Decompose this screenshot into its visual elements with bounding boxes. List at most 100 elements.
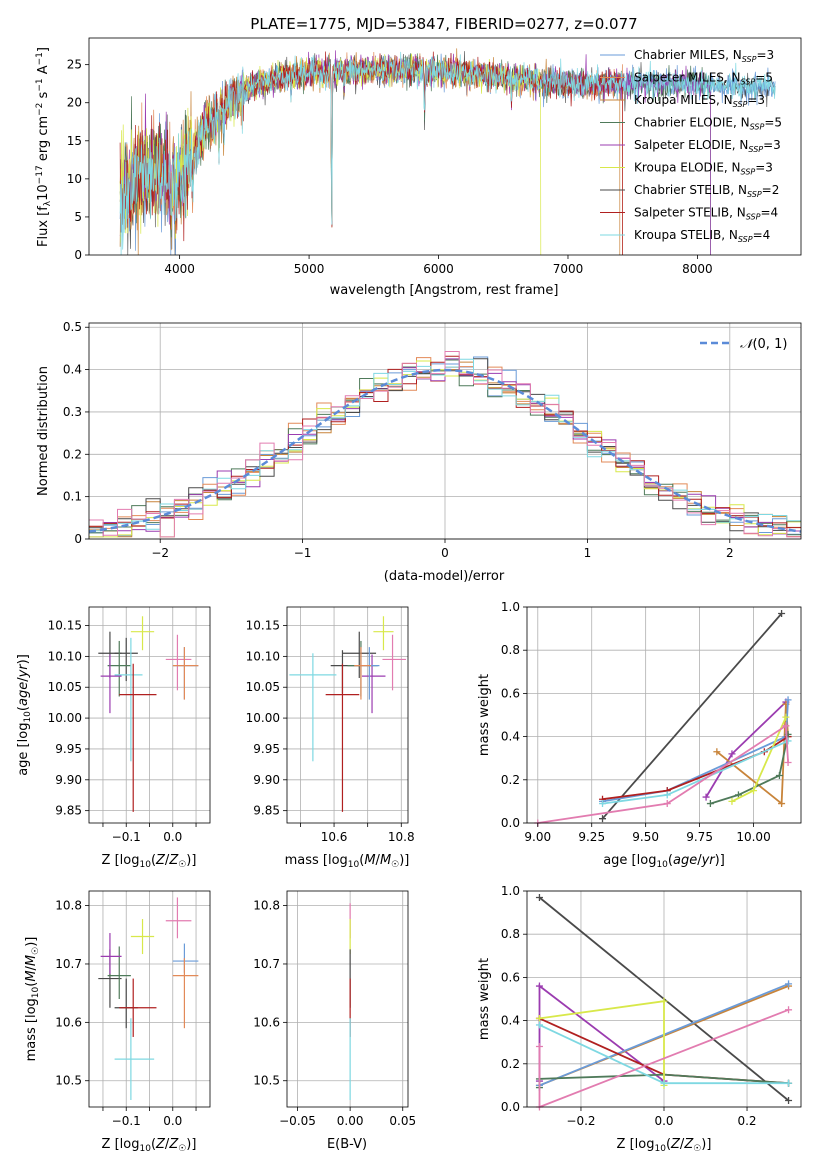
massweight-line-5 [710,734,789,805]
mass-vs-Z-axes-frame [88,890,211,1108]
legend-label-7: Salpeter STELIB, NSSP=4 [634,206,778,222]
x-tick-label: 1 [584,546,592,560]
massweight-marker [535,982,543,990]
massweight-marker [785,1079,793,1087]
y-tick-label: 10.05 [246,680,280,694]
y-tick-label: 10.7 [55,957,82,971]
massweight-line-8 [537,724,789,824]
y-tick-label: 10.5 [253,1074,280,1088]
age-vs-Z-ylabel: age [log10(age/yr)] [16,654,33,776]
y-tick-label: 0.0 [501,816,520,830]
mass-vs-EBV-ticks: −0.05 0.00 0.05 10.5 10.6 10.7 10.8 [253,899,416,1128]
residuals-xlabel: (data-model)/error [384,569,505,584]
x-tick-label: −2 [151,546,169,560]
massweight-marker [785,1097,793,1105]
y-tick-label: 10.6 [55,1015,82,1029]
mass-vs-Z-grid [89,891,210,1107]
x-tick-label: 8000 [682,262,713,276]
legend-label-3: Chabrier ELODIE, NSSP=5 [634,116,782,132]
massweight-marker [785,980,793,988]
massweight-marker [728,797,736,805]
age-vs-mass-axes-frame [286,606,409,824]
massweight-marker [663,791,671,799]
massweight-marker [785,1006,793,1014]
y-tick-label: 10.8 [55,899,82,913]
y-tick-label: 9.95 [253,742,280,756]
massweight-marker [728,750,736,758]
massweight-marker [750,787,758,795]
mass-vs-Z-ylabel: mass [log10(M/M☉)] [24,937,41,1062]
age-vs-Z-xlabel: Z [log10(Z/Z☉)] [102,853,197,870]
massweight-vs-Z-panel: −0.2 0.0 0.2 0.0 0.2 0.4 0.6 0.8 1.0 Z [log10(Z/… [477,884,802,1154]
x-tick-label: −0.1 [112,1114,141,1128]
massweight-vs-Z-xlabel: Z [log10(Z/Z☉)] [617,1137,712,1154]
y-tick-label: 9.85 [253,804,280,818]
y-tick-label: 0.4 [501,1014,520,1028]
x-tick-label: −0.1 [112,830,141,844]
residuals-panel: −2 −1 0 1 2 0 0.1 0.2 0.3 0.4 0.5 (data-model)/err… [36,320,802,584]
y-tick-label: 10 [67,172,82,186]
y-tick-label: 0.1 [63,490,82,504]
age-vs-mass-xlabel: mass [log10(M/M☉)] [285,853,410,870]
massweight-marker [782,713,790,721]
normal-curve [88,368,802,533]
x-tick-label: 10.6 [321,830,348,844]
legend-label-1: Salpeter MILES, NSSP=5 [634,71,773,87]
y-tick-label: 9.90 [55,773,82,787]
y-tick-label: 0 [74,248,82,262]
massweight-vs-Z-ylabel: mass weight [477,958,492,1040]
massweight-vs-age-ylabel: mass weight [477,674,492,756]
spectrum-series [119,48,776,256]
massweight-vs-age-axes-frame [526,606,802,824]
massweight-marker [784,737,792,745]
x-tick-label: 0.05 [389,1114,416,1128]
age-vs-mass-grid [287,607,408,823]
x-tick-label: 6000 [423,262,454,276]
x-tick-label: −0.05 [279,1114,316,1128]
normal-curve-legend-label: 𝒩(0, 1) [740,337,787,352]
x-tick-label: 10.8 [388,830,415,844]
massweight-vs-age-xlabel: age [log10(age/yr)] [603,853,725,870]
age-vs-mass-panel: 10.6 10.8 9.85 9.90 9.95 10.00 10.05 10.10 10.15… [246,606,415,870]
massweight-line-3 [602,699,789,803]
spectrum-legend: Chabrier MILES, NSSP=3 Salpeter MILES, NS… [600,48,782,244]
massweight-marker [782,722,790,730]
y-tick-label: 9.95 [55,742,82,756]
age-vs-Z-panel: −0.1 0.09.859.909.9510.0010.0510.1010.15 … [16,606,211,870]
y-tick-label: 10.00 [246,711,280,725]
mass-vs-EBV-xlabel: E(B-V) [327,1137,367,1152]
spectrum-line-7 [119,51,623,255]
y-tick-label: 1.0 [501,600,520,614]
massweight-marker [535,1043,543,1051]
legend-label-5: Kroupa ELODIE, NSSP=3 [634,161,773,177]
age-vs-Z-grid [89,607,210,823]
massweight-vs-age-series [534,609,792,827]
age-vs-Z-ticks: −0.1 0.0 9.85 9.90 9.95 10.00 10.05 10.10 10.15 [48,619,197,844]
age-vs-mass-ticks: 10.6 10.8 9.85 9.90 9.95 10.00 10.05 10.10 10.15 [246,619,415,844]
y-tick-label: 0.6 [501,970,520,984]
x-tick-label: 0.0 [163,1114,182,1128]
massweight-marker [713,748,721,756]
y-tick-label: 0.8 [501,927,520,941]
y-tick-label: 0.5 [63,320,82,334]
x-tick-label: 4000 [164,262,195,276]
mass-vs-EBV-axes-frame [286,890,409,1108]
massweight-marker [660,1079,668,1087]
x-tick-label: 9.50 [632,830,659,844]
legend-label-4: Salpeter ELODIE, NSSP=3 [634,138,781,154]
y-tick-label: 0.8 [501,643,520,657]
residuals-ylabel: Normed distribution [36,366,51,496]
y-tick-label: 1.0 [501,884,520,898]
spectrum-xlabel: wavelength [Angstrom, rest frame] [330,283,559,298]
massweight-marker [599,815,607,823]
y-tick-label: 10.6 [253,1015,280,1029]
legend-label-2: Kroupa MILES, NSSP=3 [634,93,765,109]
legend-label-8: Kroupa STELIB, NSSP=4 [634,228,770,244]
x-tick-label: 0.00 [337,1114,364,1128]
y-tick-label: 10.7 [253,957,280,971]
x-tick-label: 9.75 [686,830,713,844]
legend-label-6: Chabrier STELIB, NSSP=2 [634,183,779,199]
mass-vs-Z-panel: −0.1 0.010.510.610.710.8 Z [log10(Z/Z☉)] … [24,890,211,1154]
x-tick-label: 10.00 [736,830,770,844]
